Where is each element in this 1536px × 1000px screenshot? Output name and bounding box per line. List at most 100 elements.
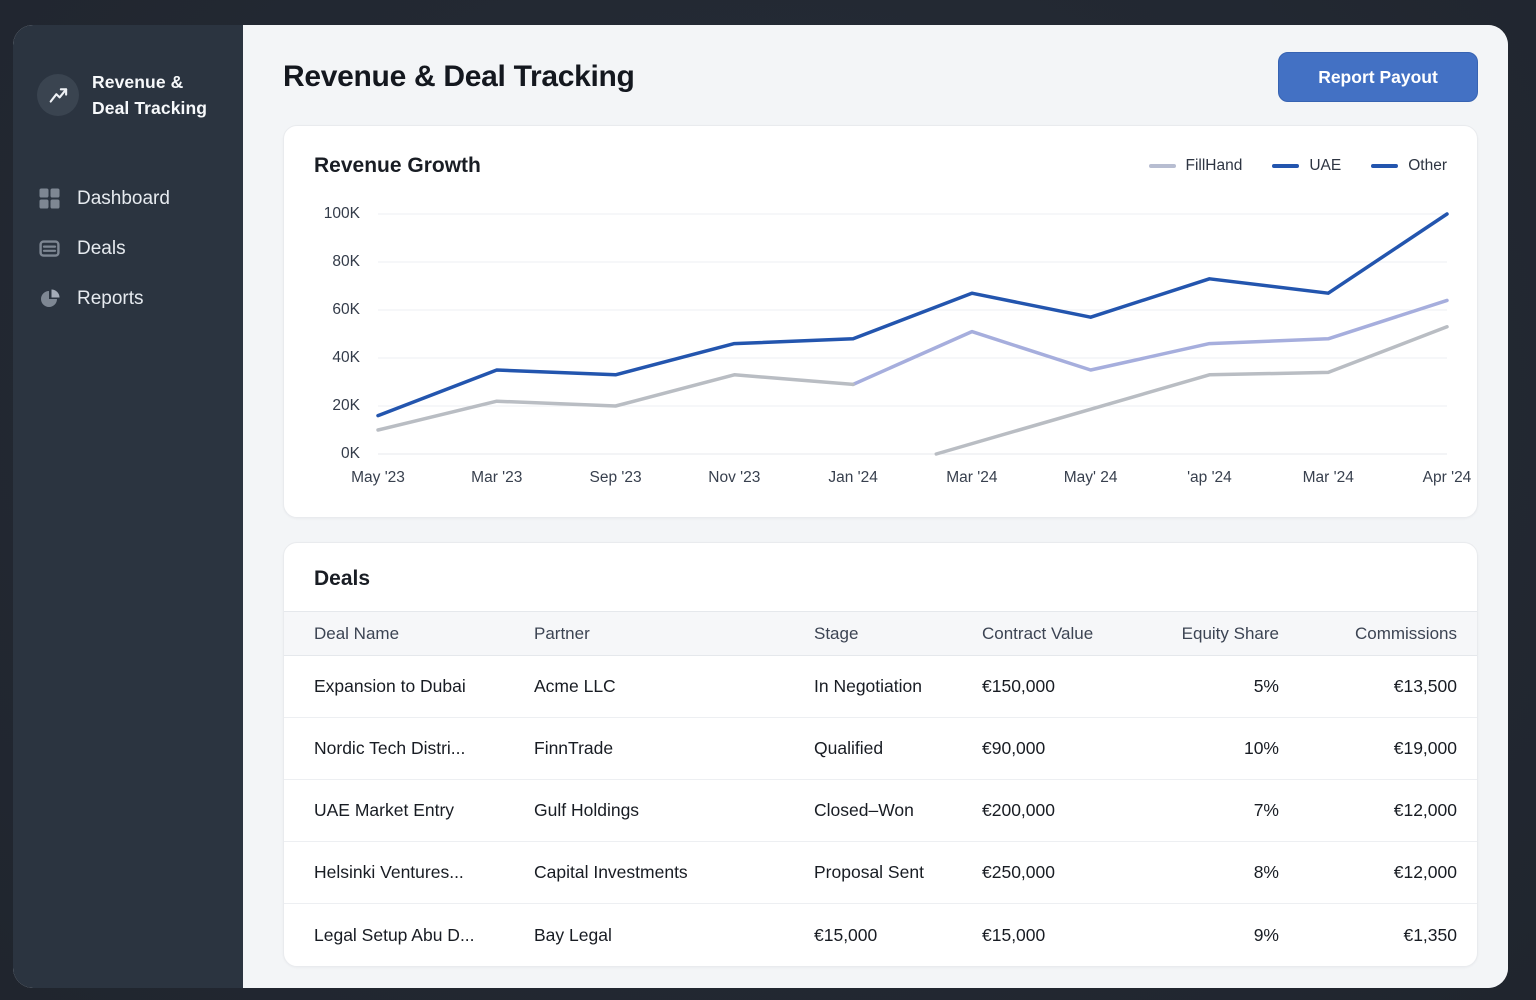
- table-cell: In Negotiation: [814, 676, 922, 696]
- table-cell: Proposal Sent: [814, 862, 924, 882]
- table-cell: €19,000: [1393, 738, 1457, 758]
- table-cell: Expansion to Dubai: [314, 676, 466, 696]
- column-header-partner: Partner: [534, 623, 590, 643]
- legend-swatch: [1272, 164, 1300, 168]
- table-cell: €250,000: [982, 862, 1055, 882]
- deals-card-icon: [39, 240, 60, 257]
- table-cell: €90,000: [982, 738, 1046, 758]
- table-cell: €15,000: [982, 924, 1046, 945]
- plot-area: [378, 214, 1447, 454]
- x-tick-label: Sep '23: [589, 469, 642, 486]
- sidebar-item-deals[interactable]: Deals: [13, 224, 243, 274]
- x-tick-label: Jan '24: [828, 469, 878, 486]
- x-tick-label: Apr '24: [1422, 469, 1472, 486]
- table-cell: €1,350: [1403, 924, 1457, 945]
- table-cell: €12,000: [1393, 800, 1457, 820]
- chart-header: Revenue Growth FillHand UAE Other: [314, 154, 1447, 178]
- column-header-deal-name: Deal Name: [314, 623, 400, 643]
- legend-label: FillHand: [1185, 157, 1243, 174]
- sidebar-nav: Dashboard Deals Reports: [13, 174, 243, 324]
- main-content: Revenue & Deal Tracking Report Payout Re…: [243, 25, 1508, 988]
- table-row: Helsinki Ventures... Capital Investments P…: [284, 842, 1477, 904]
- sidebar-item-label: Dashboard: [77, 187, 170, 209]
- table-cell: UAE Market Entry: [314, 800, 455, 820]
- table-cell: Capital Investments: [534, 862, 688, 882]
- table-row: Expansion to Dubai Acme LLC In Negotiation…: [284, 656, 1477, 718]
- table-cell: 10%: [1243, 738, 1279, 758]
- table-cell: 9%: [1253, 924, 1279, 945]
- brand: Revenue & Deal Tracking: [37, 69, 243, 122]
- sidebar-item-label: Reports: [77, 287, 144, 309]
- page-title: Revenue & Deal Tracking: [283, 60, 635, 93]
- x-tick-label: Mar '24: [946, 469, 998, 486]
- table-cell: 7%: [1253, 800, 1279, 820]
- table-cell: 8%: [1253, 862, 1279, 882]
- chart-title: Revenue Growth: [314, 154, 481, 177]
- y-tick-label: 60K: [332, 301, 360, 318]
- chart-legend: FillHand UAE Other: [1148, 157, 1447, 175]
- x-tick-label: Mar '23: [471, 469, 523, 486]
- table-cell: €200,000: [982, 800, 1055, 820]
- table-cell: Nordic Tech Distri...: [314, 738, 466, 758]
- trending-up-logo-icon: [37, 74, 79, 117]
- series-line-other: [378, 214, 1447, 416]
- deals-title: Deals: [314, 567, 371, 590]
- column-header-contract-value: Contract Value: [982, 623, 1094, 643]
- table-cell: Helsinki Ventures...: [314, 862, 464, 882]
- x-tick-label: Mar '24: [1302, 469, 1354, 486]
- column-header-equity-share: Equity Share: [1181, 623, 1279, 643]
- legend-swatch: [1148, 164, 1176, 168]
- table-cell: Acme LLC: [534, 676, 616, 696]
- column-header-commissions: Commissions: [1354, 623, 1457, 643]
- chart-body: 100K 80K 60K 40K 20K 0K: [314, 205, 1447, 462]
- series-line-uae-late-segment-: [936, 327, 1447, 454]
- table-cell: Bay Legal: [534, 924, 612, 945]
- table-row: Legal Setup Abu D... Bay Legal €15,000 €15,…: [284, 904, 1477, 966]
- sidebar-item-dashboard[interactable]: Dashboard: [13, 174, 243, 224]
- x-tick-label: May' 24: [1063, 469, 1118, 486]
- table-body: Expansion to Dubai Acme LLC In Negotiation…: [284, 656, 1477, 966]
- legend-item-uae[interactable]: UAE: [1272, 157, 1341, 175]
- table-cell: Qualified: [814, 738, 884, 758]
- legend-swatch: [1371, 164, 1399, 168]
- sidebar-item-label: Deals: [77, 237, 126, 259]
- x-tick-label: Nov '23: [708, 469, 761, 486]
- table-cell: Gulf Holdings: [534, 800, 640, 820]
- y-axis: 100K 80K 60K 40K 20K 0K: [314, 205, 360, 462]
- legend-item-other[interactable]: Other: [1371, 157, 1447, 175]
- brand-title: Revenue & Deal Tracking: [92, 72, 208, 119]
- revenue-growth-card: Revenue Growth FillHand UAE Other 100K 80K 6…: [283, 125, 1478, 518]
- table-cell: Legal Setup Abu D...: [314, 924, 475, 945]
- table-cell: €12,000: [1393, 862, 1457, 882]
- deals-card: Deals Deal Name Partner Stage Contract Valu…: [283, 542, 1478, 967]
- table-cell: 5%: [1253, 676, 1279, 696]
- table-header-row: Deal Name Partner Stage Contract Value Equit…: [284, 611, 1477, 656]
- column-header-stage: Stage: [814, 623, 859, 643]
- dashboard-grid-icon: [39, 188, 60, 209]
- table-row: Nordic Tech Distri... FinnTrade Qualified €…: [284, 718, 1477, 780]
- table-row: UAE Market Entry Gulf Holdings Closed–Won €…: [284, 780, 1477, 842]
- report-payout-button[interactable]: Report Payout: [1278, 52, 1478, 102]
- legend-label: Other: [1408, 157, 1447, 174]
- app-window: Revenue & Deal Tracking Dashboard: [13, 25, 1508, 988]
- table-cell: €13,500: [1393, 676, 1457, 696]
- series-line-fillhand: [853, 300, 1447, 384]
- y-tick-label: 80K: [332, 253, 360, 270]
- table-cell: FinnTrade: [534, 738, 614, 758]
- x-tick-label: 'ap '24: [1187, 469, 1232, 486]
- table-cell: €150,000: [982, 676, 1055, 696]
- y-tick-label: 100K: [323, 205, 360, 222]
- reports-pie-icon: [41, 289, 60, 307]
- y-tick-label: 40K: [332, 349, 360, 366]
- page-header: Revenue & Deal Tracking Report Payout: [283, 52, 1478, 102]
- sidebar: Revenue & Deal Tracking Dashboard: [13, 25, 243, 988]
- table-cell: €15,000: [814, 924, 878, 945]
- y-tick-label: 20K: [332, 397, 360, 414]
- x-tick-label: May '23: [351, 469, 405, 486]
- sidebar-item-reports[interactable]: Reports: [13, 274, 243, 324]
- x-axis: May '23 Mar '23 Sep '23 Nov '23 Jan '24 Mar '…: [351, 469, 1471, 491]
- series-line-uae-early-segment-: [378, 375, 853, 430]
- legend-label: UAE: [1309, 157, 1342, 174]
- y-tick-label: 0K: [341, 445, 360, 462]
- legend-item-fillhand[interactable]: FillHand: [1148, 157, 1243, 175]
